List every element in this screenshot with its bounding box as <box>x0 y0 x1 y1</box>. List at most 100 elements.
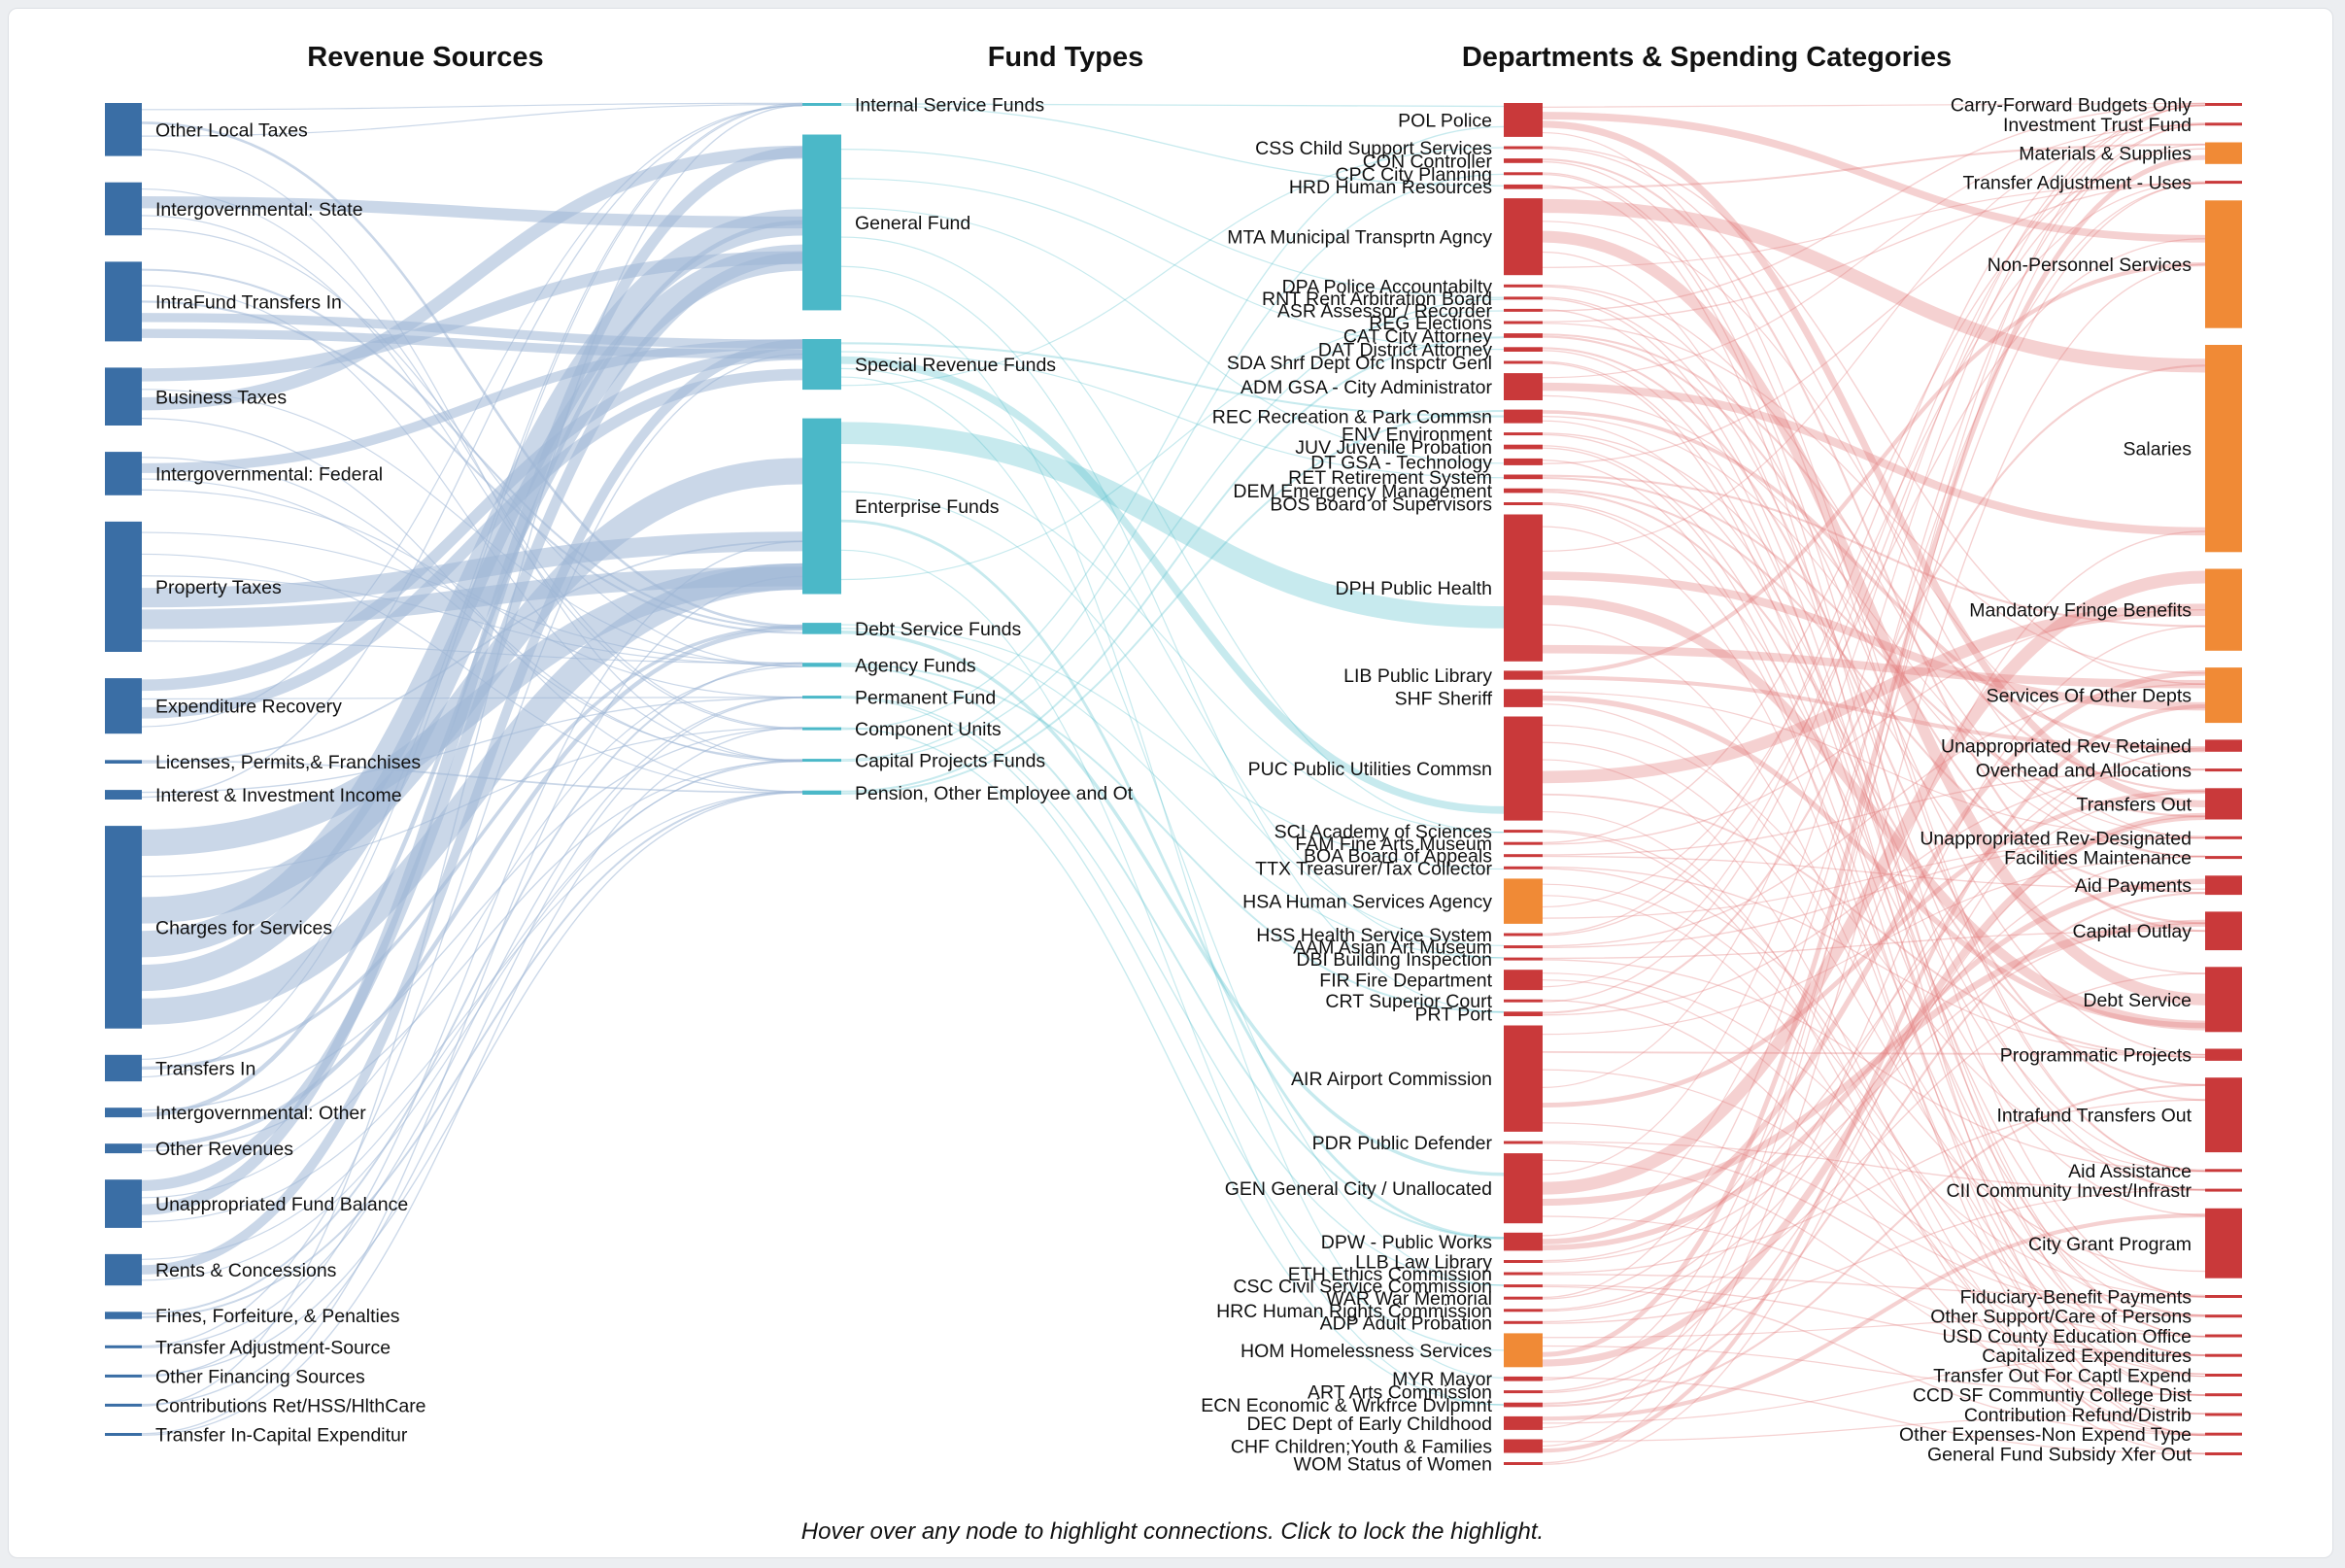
node-gen-general-city-unallocated[interactable] <box>1504 1153 1543 1224</box>
node-enterprise-funds[interactable] <box>802 418 841 595</box>
node-debt-service-funds[interactable] <box>802 623 841 634</box>
node-mta-municipal-transprtn-agncy[interactable] <box>1504 198 1543 276</box>
node-non-personnel-services[interactable] <box>2205 200 2242 328</box>
node-licenses-permits-franchises[interactable] <box>105 760 142 764</box>
node-reg-elections[interactable] <box>1504 321 1543 324</box>
node-csc-civil-service-commission[interactable] <box>1504 1284 1543 1288</box>
node-dph-public-health[interactable] <box>1504 514 1543 662</box>
node-fines-forfeiture-penalties[interactable] <box>105 1312 142 1319</box>
node-dat-district-attorney[interactable] <box>1504 347 1543 352</box>
node-crt-superior-court[interactable] <box>1504 999 1543 1003</box>
node-asr-assessor-recorder[interactable] <box>1504 308 1543 312</box>
node-eth-ethics-commission[interactable] <box>1504 1272 1543 1276</box>
node-hrc-human-rights-commission[interactable] <box>1504 1309 1543 1312</box>
node-other-financing-sources[interactable] <box>105 1374 142 1378</box>
node-prt-port[interactable] <box>1504 1011 1543 1016</box>
node-pdr-public-defender[interactable] <box>1504 1141 1543 1144</box>
node-programmatic-projects[interactable] <box>2205 1048 2242 1061</box>
node-debt-service[interactable] <box>2205 967 2242 1033</box>
node-art-arts-commission[interactable] <box>1504 1390 1543 1394</box>
node-cii-community-invest-infrastr[interactable] <box>2205 1188 2242 1192</box>
node-permanent-fund[interactable] <box>802 696 841 699</box>
node-sda-shrf-dept-ofc-inspctr-genl[interactable] <box>1504 360 1543 364</box>
node-transfer-in-capital-expenditur[interactable] <box>105 1433 142 1436</box>
node-pension-other-employee-and-ot[interactable] <box>802 790 841 795</box>
node-expenditure-recovery[interactable] <box>105 678 142 734</box>
node-aid-assistance[interactable] <box>2205 1169 2242 1173</box>
node-fir-fire-department[interactable] <box>1504 970 1543 991</box>
node-other-local-taxes[interactable] <box>105 103 142 156</box>
node-transfer-out-for-captl-expend[interactable] <box>2205 1374 2242 1377</box>
node-bos-board-of-supervisors[interactable] <box>1504 502 1543 505</box>
node-intrafund-transfers-in[interactable] <box>105 261 142 342</box>
node-property-taxes[interactable] <box>105 521 142 652</box>
node-ret-retirement-system[interactable] <box>1504 474 1543 480</box>
node-rec-recreation-park-commsn[interactable] <box>1504 409 1543 424</box>
node-agency-funds[interactable] <box>802 663 841 667</box>
node-services-of-other-depts[interactable] <box>2205 667 2242 724</box>
node-ttx-treasurer-tax-collector[interactable] <box>1504 866 1543 869</box>
node-ccd-sf-communtiy-college-dist[interactable] <box>2205 1393 2242 1397</box>
node-myr-mayor[interactable] <box>1504 1376 1543 1381</box>
node-charges-for-services[interactable] <box>105 826 142 1029</box>
node-general-fund[interactable] <box>802 134 841 311</box>
node-intergovernmental-other[interactable] <box>105 1108 142 1118</box>
node-cpc-city-planning[interactable] <box>1504 172 1543 176</box>
node-other-expenses-non-expend-type[interactable] <box>2205 1432 2242 1436</box>
node-wom-status-of-women[interactable] <box>1504 1462 1543 1465</box>
node-transfer-adjustment-source[interactable] <box>105 1345 142 1348</box>
node-capital-projects-funds[interactable] <box>802 759 841 763</box>
node-chf-children-youth-families[interactable] <box>1504 1439 1543 1453</box>
node-other-support-care-of-persons[interactable] <box>2205 1314 2242 1318</box>
node-css-child-support-services[interactable] <box>1504 146 1543 150</box>
node-war-war-memorial[interactable] <box>1504 1296 1543 1300</box>
node-dt-gsa-technology[interactable] <box>1504 458 1543 465</box>
node-capital-outlay[interactable] <box>2205 911 2242 951</box>
node-pol-police[interactable] <box>1504 103 1543 137</box>
node-salaries[interactable] <box>2205 345 2242 553</box>
node-hrd-human-resources[interactable] <box>1504 184 1543 189</box>
node-puc-public-utilities-commsn[interactable] <box>1504 716 1543 821</box>
node-investment-trust-fund[interactable] <box>2205 122 2242 126</box>
node-adp-adult-probation[interactable] <box>1504 1320 1543 1324</box>
node-intrafund-transfers-out[interactable] <box>2205 1077 2242 1153</box>
node-hss-health-service-system[interactable] <box>1504 933 1543 937</box>
node-dpw-public-works[interactable] <box>1504 1232 1543 1251</box>
node-shf-sheriff[interactable] <box>1504 689 1543 707</box>
node-dem-emergency-management[interactable] <box>1504 488 1543 494</box>
node-transfers-in[interactable] <box>105 1054 142 1082</box>
node-transfers-out[interactable] <box>2205 788 2242 820</box>
node-sci-academy-of-sciences[interactable] <box>1504 830 1543 834</box>
node-internal-service-funds[interactable] <box>802 103 841 106</box>
node-intergovernmental-federal[interactable] <box>105 452 142 495</box>
node-facilities-maintenance[interactable] <box>2205 856 2242 860</box>
node-business-taxes[interactable] <box>105 367 142 426</box>
node-dbi-building-inspection[interactable] <box>1504 957 1543 961</box>
node-hsa-human-services-agency[interactable] <box>1504 878 1543 924</box>
node-cat-city-attorney[interactable] <box>1504 333 1543 338</box>
node-capitalized-expenditures[interactable] <box>2205 1353 2242 1357</box>
node-boa-board-of-appeals[interactable] <box>1504 854 1543 858</box>
node-mandatory-fringe-benefits[interactable] <box>2205 568 2242 651</box>
node-general-fund-subsidy-xfer-out[interactable] <box>2205 1452 2242 1455</box>
node-carry-forward-budgets-only[interactable] <box>2205 103 2242 106</box>
node-juv-juvenile-probation[interactable] <box>1504 444 1543 450</box>
node-ecn-economic-wrkfrce-dvlpmnt[interactable] <box>1504 1402 1543 1408</box>
node-fiduciary-benefit-payments[interactable] <box>2205 1295 2242 1298</box>
node-unappropriated-fund-balance[interactable] <box>105 1179 142 1228</box>
node-llb-law-library[interactable] <box>1504 1260 1543 1263</box>
node-overhead-and-allocations[interactable] <box>2205 768 2242 772</box>
node-usd-county-education-office[interactable] <box>2205 1334 2242 1338</box>
node-lib-public-library[interactable] <box>1504 670 1543 680</box>
node-aam-asian-art-museum[interactable] <box>1504 945 1543 949</box>
node-unappropriated-rev-retained[interactable] <box>2205 739 2242 752</box>
node-rents-concessions[interactable] <box>105 1253 142 1286</box>
node-transfer-adjustment-uses[interactable] <box>2205 181 2242 185</box>
node-special-revenue-funds[interactable] <box>802 339 841 391</box>
node-dpa-police-accountabilty[interactable] <box>1504 284 1543 288</box>
node-contribution-refund-distrib[interactable] <box>2205 1413 2242 1416</box>
node-aid-payments[interactable] <box>2205 875 2242 896</box>
node-hom-homelessness-services[interactable] <box>1504 1333 1543 1368</box>
node-other-revenues[interactable] <box>105 1143 142 1154</box>
node-adm-gsa-city-administrator[interactable] <box>1504 373 1543 400</box>
